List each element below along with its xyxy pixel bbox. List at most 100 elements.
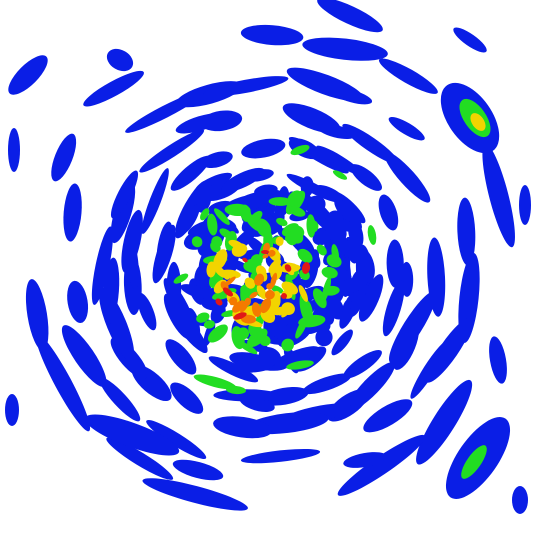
contour-blob-b-379 xyxy=(489,336,507,384)
contour-blob-b-204 xyxy=(196,191,212,213)
contour-blob-y-330 xyxy=(213,249,228,270)
contour-blob-b-137 xyxy=(378,58,438,94)
contour-blob-b-376 xyxy=(5,394,19,426)
contour-blob-r-358 xyxy=(233,312,247,320)
contour-blob-b-371 xyxy=(84,414,180,456)
contour-blob-b-94 xyxy=(213,416,272,439)
contour-blob-g-283 xyxy=(316,244,327,256)
contour-blob-b-115 xyxy=(146,420,207,459)
contour-blob-o-342 xyxy=(241,314,257,324)
contour-blob-b-73 xyxy=(137,292,157,331)
contour-blob-g-237 xyxy=(281,338,294,352)
contour-blob-b-126 xyxy=(457,197,476,266)
contour-blob-b-113 xyxy=(363,399,413,433)
contour-blob-b-131 xyxy=(35,333,91,432)
contour-blob-g-282 xyxy=(287,190,302,207)
contour-blob-b-373 xyxy=(317,0,383,33)
contour-blob-b-89 xyxy=(392,320,420,370)
contour-blob-y-323 xyxy=(268,259,282,273)
contour-blob-b-130 xyxy=(106,437,174,480)
contour-blob-b-72 xyxy=(165,339,197,375)
contour-blob-r-361 xyxy=(261,250,269,254)
contour-blob-r-357 xyxy=(223,287,233,297)
contour-blob-g-273 xyxy=(288,206,306,217)
contour-blob-g-253 xyxy=(312,288,327,309)
contour-blob-y-319 xyxy=(231,243,248,257)
contour-blob-b-66 xyxy=(382,280,405,337)
contour-blob-g-266 xyxy=(297,248,313,263)
contour-blob-b-187 xyxy=(185,307,201,343)
contour-blob-b-102 xyxy=(110,170,139,219)
contour-blob-y-332 xyxy=(206,261,217,278)
contour-blob-b-107 xyxy=(316,123,355,140)
contour-blob-y-316 xyxy=(281,304,294,318)
contour-blob-o-348 xyxy=(229,299,236,306)
contour-blob-g-302 xyxy=(226,385,246,395)
contour-blob-b-129 xyxy=(142,478,248,511)
contour-blob-b-114 xyxy=(240,448,321,464)
contour-blob-g-263 xyxy=(321,266,338,279)
contour-blob-b-122 xyxy=(203,76,289,97)
contour-blob-o-352 xyxy=(270,272,278,289)
contour-blob-o-344 xyxy=(232,300,246,313)
contour-blob-g-268 xyxy=(196,312,210,323)
contour-blob-r-363 xyxy=(242,257,248,263)
contour-blob-g-304 xyxy=(332,170,348,180)
contour-blob-g-303 xyxy=(290,144,310,156)
contour-blob-b-214 xyxy=(326,210,344,228)
contour-blob-g-300 xyxy=(286,360,314,370)
contour-blob-g-281 xyxy=(224,203,251,217)
contour-blob-g-232 xyxy=(200,208,210,221)
contour-blob-b-375 xyxy=(512,486,528,514)
contour-blob-g-272 xyxy=(270,285,284,294)
contour-blob-b-136 xyxy=(302,37,388,61)
contour-blob-g-290 xyxy=(331,244,339,263)
contour-blob-b-112 xyxy=(410,341,448,399)
contour-blob-o-351 xyxy=(249,291,258,299)
contour-blob-b-76 xyxy=(121,209,143,273)
contour-blob-y-336 xyxy=(255,265,267,277)
contour-blob-y-337 xyxy=(214,265,228,278)
contour-blob-o-346 xyxy=(240,303,249,313)
contour-blob-g-247 xyxy=(191,236,203,248)
contour-blob-b-105 xyxy=(200,110,243,132)
contour-blob-b-135 xyxy=(240,24,304,46)
contour-blob-b-138 xyxy=(482,143,515,248)
contour-blob-b-41 xyxy=(331,329,353,356)
contour-blob-g-299 xyxy=(193,374,237,390)
contour-blob-o-340 xyxy=(251,302,262,318)
contour-blob-b-50 xyxy=(166,261,182,317)
contour-blob-g-251 xyxy=(247,328,268,348)
contour-blob-g-241 xyxy=(306,214,316,238)
contour-blob-g-369 xyxy=(461,445,487,479)
contour-blob-b-378 xyxy=(519,185,531,225)
contour-blob-b-374 xyxy=(453,27,487,53)
contour-blob-b-58 xyxy=(244,169,274,182)
contour-blob-g-280 xyxy=(237,341,258,355)
contour-blob-b-220 xyxy=(210,303,226,324)
contour-blob-b-171 xyxy=(187,221,212,236)
contour-blob-b-79 xyxy=(201,151,233,169)
contour-blob-b-86 xyxy=(386,239,404,288)
contour-blob-b-40 xyxy=(358,274,384,322)
contour-blob-b-209 xyxy=(325,222,347,242)
contour-blob-b-223 xyxy=(331,277,368,296)
contour-blob-g-264 xyxy=(219,228,233,239)
contour-blob-b-68 xyxy=(302,373,352,395)
contour-blob-g-284 xyxy=(290,225,305,239)
contour-blob-r-359 xyxy=(284,264,292,272)
contour-blob-o-350 xyxy=(267,249,276,257)
contour-blob-b-46 xyxy=(208,356,259,383)
contour-blob-g-267 xyxy=(276,217,288,227)
contour-blob-g-233 xyxy=(173,273,189,284)
contour-blob-b-154 xyxy=(195,280,211,294)
contour-blob-b-370 xyxy=(8,55,48,95)
contour-blob-b-172 xyxy=(180,284,211,299)
contour-blob-b-127 xyxy=(416,379,473,465)
contour-blob-o-341 xyxy=(264,289,275,300)
contour-blob-b-55 xyxy=(195,172,233,193)
contour-blob-o-345 xyxy=(262,253,269,259)
contour-blob-b-225 xyxy=(306,195,326,214)
contour-blob-b-380 xyxy=(106,48,134,72)
